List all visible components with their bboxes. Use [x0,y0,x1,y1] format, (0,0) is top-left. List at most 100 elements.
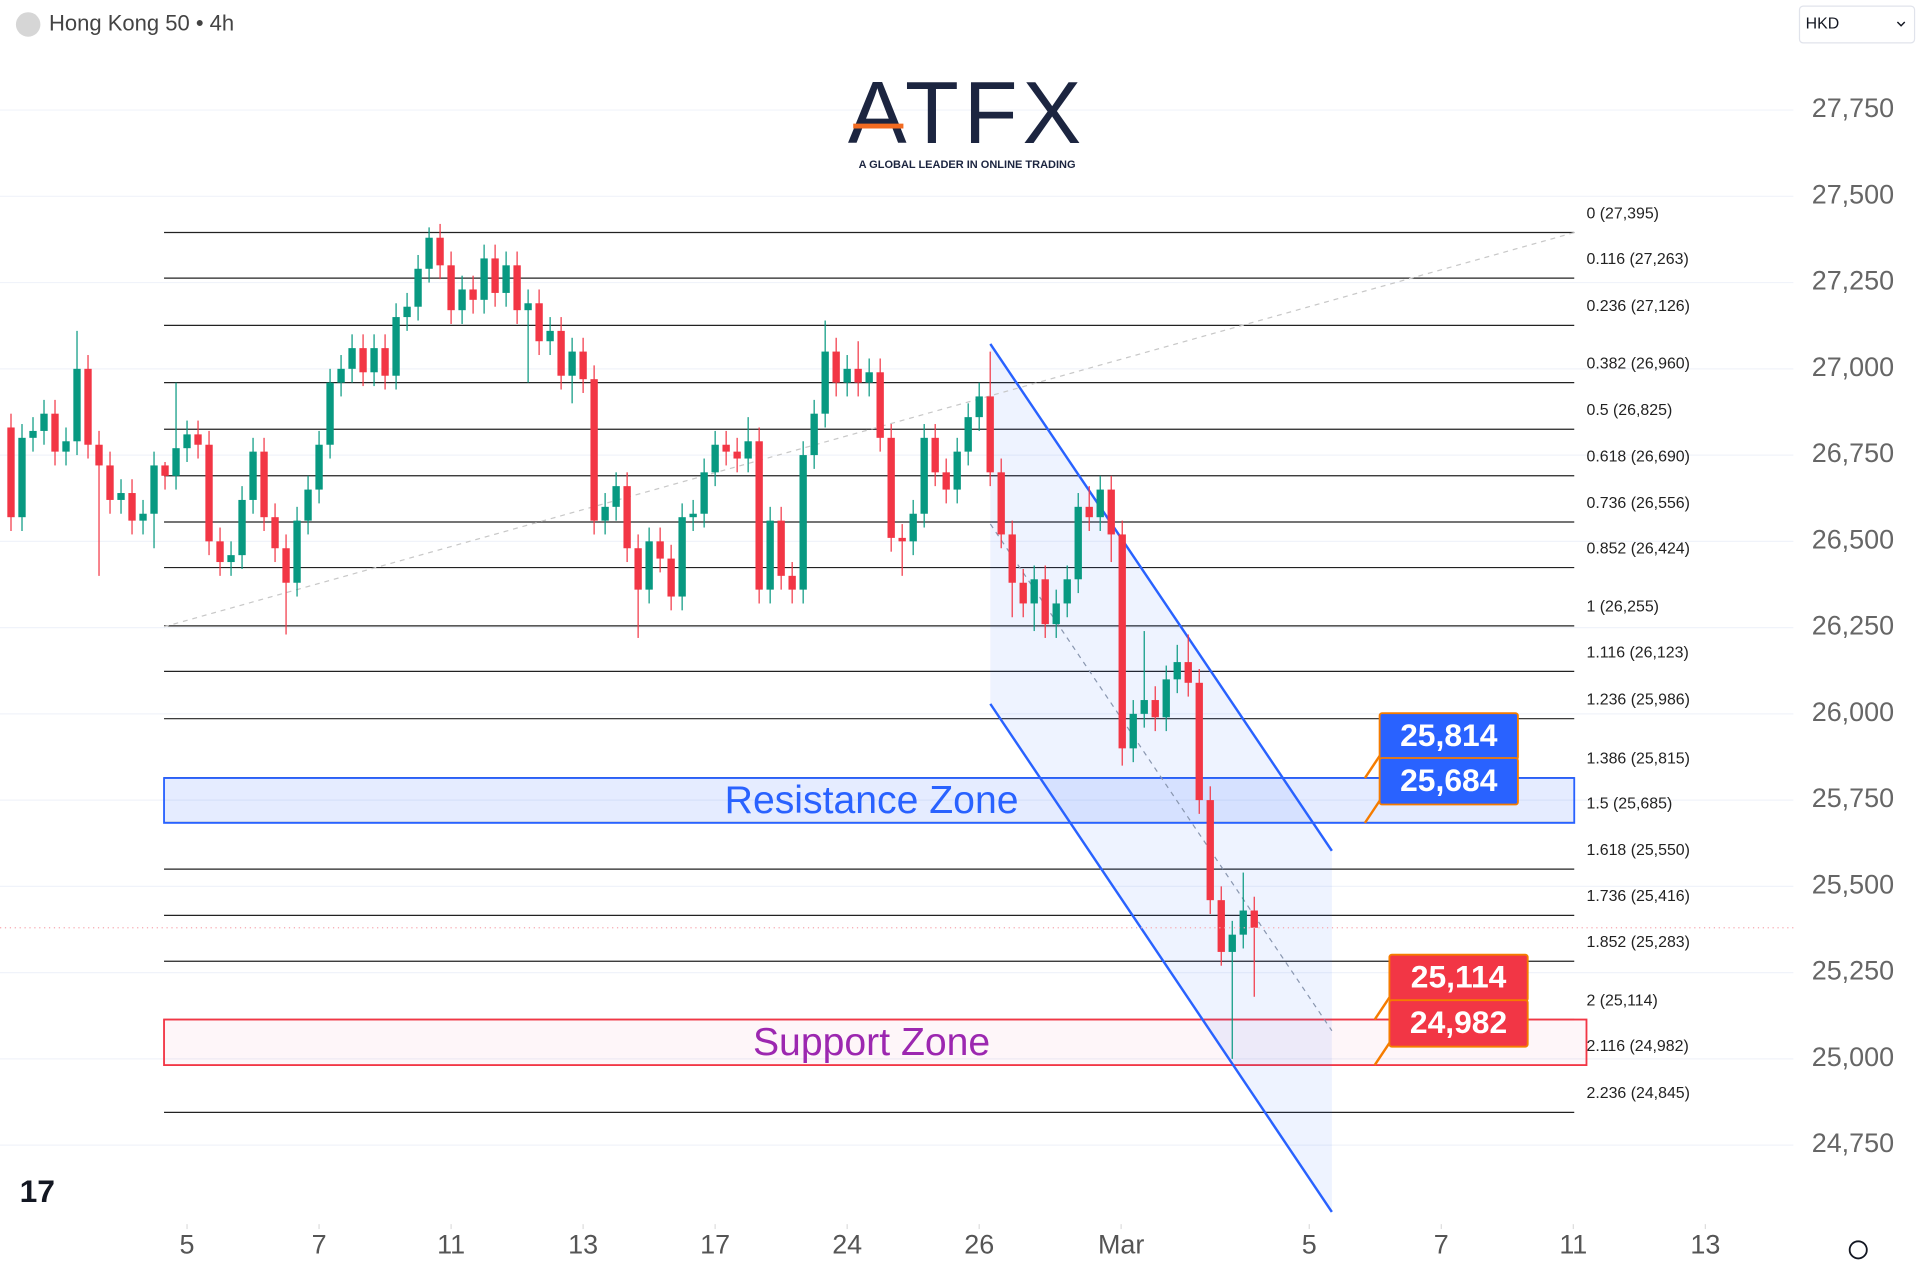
candle-body [590,379,598,521]
y-tick-label: 27,500 [1812,179,1894,209]
candle-body [634,548,642,590]
candle-body [392,317,400,376]
y-tick-label: 26,750 [1812,438,1894,468]
candle-body [62,441,70,452]
y-tick-label: 25,500 [1812,869,1894,899]
candle-body [326,382,334,445]
candle-body [920,437,928,514]
callout-box [1378,757,1519,806]
candle-body [777,520,785,576]
fib-label: 1.618 (25,550) [1586,842,1689,859]
x-tick-label: 13 [1690,1229,1720,1259]
chevron [1896,21,1906,27]
callout-label: 24,982 [1410,1004,1507,1040]
y-tick-label: 25,750 [1812,783,1894,813]
candle-body [942,472,950,490]
candle-body [227,555,235,563]
candle-body [986,396,994,473]
candle-body [304,489,312,521]
candle-body [249,451,257,500]
zone [163,777,1576,824]
candle-body [755,441,763,590]
candle-body [1074,506,1082,580]
logo-text: ATFX [848,63,1086,162]
candle-body [678,517,686,597]
candle-body [315,444,323,490]
fib-label: 1.236 (25,986) [1586,692,1689,709]
candle-body [7,427,15,518]
fib-label: 0.5 (26,825) [1586,402,1672,419]
y-tick-label: 27,000 [1812,352,1894,382]
candle-body [436,237,444,266]
candle-body [689,513,697,518]
candle-body [480,258,488,300]
candle-body [513,265,521,311]
callout-box [1388,999,1529,1048]
candle-body [1228,934,1236,952]
y-tick-label: 26,000 [1812,697,1894,727]
candle-body [733,451,741,459]
candle-body [1217,900,1225,952]
settings-icon[interactable] [1848,1240,1868,1260]
candle-body [271,517,279,549]
fib-label: 1.386 (25,815) [1586,751,1689,768]
candle-body [612,486,620,507]
logo-tagline: A GLOBAL LEADER IN ONLINE TRADING [859,159,1076,171]
zone-layer: Resistance Zone Support Zone [163,777,1588,1067]
candle-body [579,351,587,380]
y-tick-label: 25,000 [1812,1042,1894,1072]
candle-body [293,520,301,583]
candle-body [898,537,906,542]
candle-body [766,520,774,590]
candle-body [1206,800,1214,901]
candle-body [1140,700,1148,714]
fib-label: 1.736 (25,416) [1586,888,1689,905]
x-tick-label: 5 [1302,1229,1317,1259]
x-tick-label: 26 [964,1229,994,1259]
candle-body [744,441,752,459]
fib-label: 0.382 (26,960) [1586,355,1689,372]
x-tick-label: 13 [568,1229,598,1259]
candle-body [150,465,158,514]
candle-body [931,437,939,473]
x-tick-label: 7 [312,1229,327,1259]
candle-body [656,541,664,559]
candle-body [1151,700,1159,718]
y-tick-label: 27,250 [1812,266,1894,296]
candle-body [887,437,895,538]
currency-select[interactable] [1798,5,1916,44]
candle-body [414,268,422,307]
candle-body [381,348,389,376]
x-tick-label: 7 [1434,1229,1449,1259]
candle-body [172,448,180,476]
candle-body [117,493,125,500]
x-tick-label: 11 [1559,1229,1587,1259]
candle-body [623,486,631,549]
candle-body [458,289,466,311]
candle-body [1129,713,1137,749]
candle-body [953,451,961,490]
fib-label: 1.116 (26,123) [1586,644,1688,661]
candle-body [557,330,565,376]
fib-label: 2.116 (24,982) [1586,1038,1688,1055]
candle-body [1162,679,1170,718]
overlay-layer: 25,814 25,684 25,114 24,982 [1363,712,1529,1066]
candle-body [865,372,873,383]
x-tick-label: Mar [1098,1229,1144,1259]
candle-body [1184,662,1192,683]
fib-label: 0.236 (27,126) [1586,298,1689,315]
fib-label: 0.736 (26,556) [1586,495,1689,512]
zone-label: Support Zone [753,1021,990,1064]
fib-label: 0.116 (27,263) [1586,251,1688,268]
fib-label: 1.852 (25,283) [1586,934,1689,951]
callout-label: 25,814 [1400,717,1498,753]
candle-body [282,548,290,583]
currency-label: HKD [1806,16,1840,33]
candle-body [700,472,708,514]
candle-body [337,368,345,383]
fib-label: 1.5 (25,685) [1586,795,1672,812]
candle-body [447,265,455,311]
candle-body [810,413,818,456]
